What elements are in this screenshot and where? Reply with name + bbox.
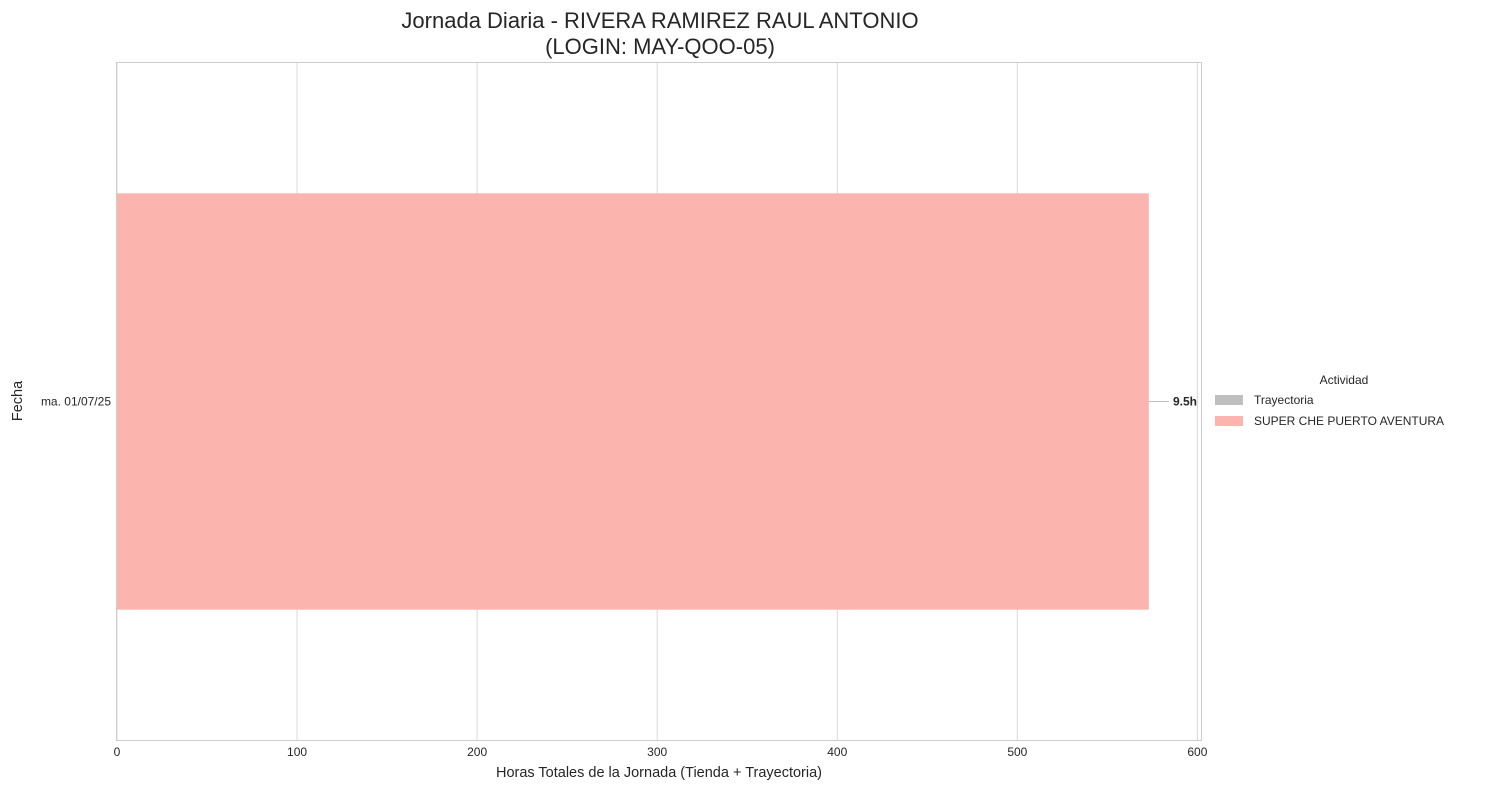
legend-items: Trayectoria SUPER CHE PUERTO AVENTURA — [1215, 393, 1444, 428]
x-tick-label: 300 — [647, 745, 667, 759]
chart-title-line-1: Jornada Diaria - RIVERA RAMIREZ RAUL ANT… — [401, 8, 918, 33]
chart-title-line-2: (LOGIN: MAY-QOO-05) — [545, 34, 775, 59]
data-labels: 9.5h — [1148, 395, 1197, 409]
y-tick-labels: ma. 01/07/25 — [41, 395, 111, 409]
y-tick-label: ma. 01/07/25 — [41, 395, 111, 409]
legend-swatch — [1215, 395, 1243, 405]
legend-entry: Trayectoria — [1254, 393, 1314, 407]
y-axis-label: Fecha — [10, 380, 26, 421]
x-tick-label: 500 — [1007, 745, 1027, 759]
x-axis-label: Horas Totales de la Jornada (Tienda + Tr… — [496, 765, 822, 781]
data-label: 9.5h — [1173, 395, 1197, 409]
x-tick-label: 200 — [467, 745, 487, 759]
legend-title: Actividad — [1320, 373, 1369, 387]
x-tick-label: 600 — [1187, 745, 1207, 759]
plot-frame — [116, 62, 1202, 741]
x-tick-label: 0 — [114, 745, 121, 759]
legend: Actividad Trayectoria SUPER CHE PUERTO AV… — [1215, 373, 1444, 428]
x-tick-labels: 0 100 200 300 400 500 600 — [114, 745, 1208, 759]
x-tick-label: 100 — [287, 745, 307, 759]
legend-entry: SUPER CHE PUERTO AVENTURA — [1254, 414, 1444, 428]
x-tick-label: 400 — [827, 745, 847, 759]
bars — [117, 193, 1149, 610]
bar-segment — [117, 193, 1149, 610]
legend-swatch — [1215, 416, 1243, 426]
